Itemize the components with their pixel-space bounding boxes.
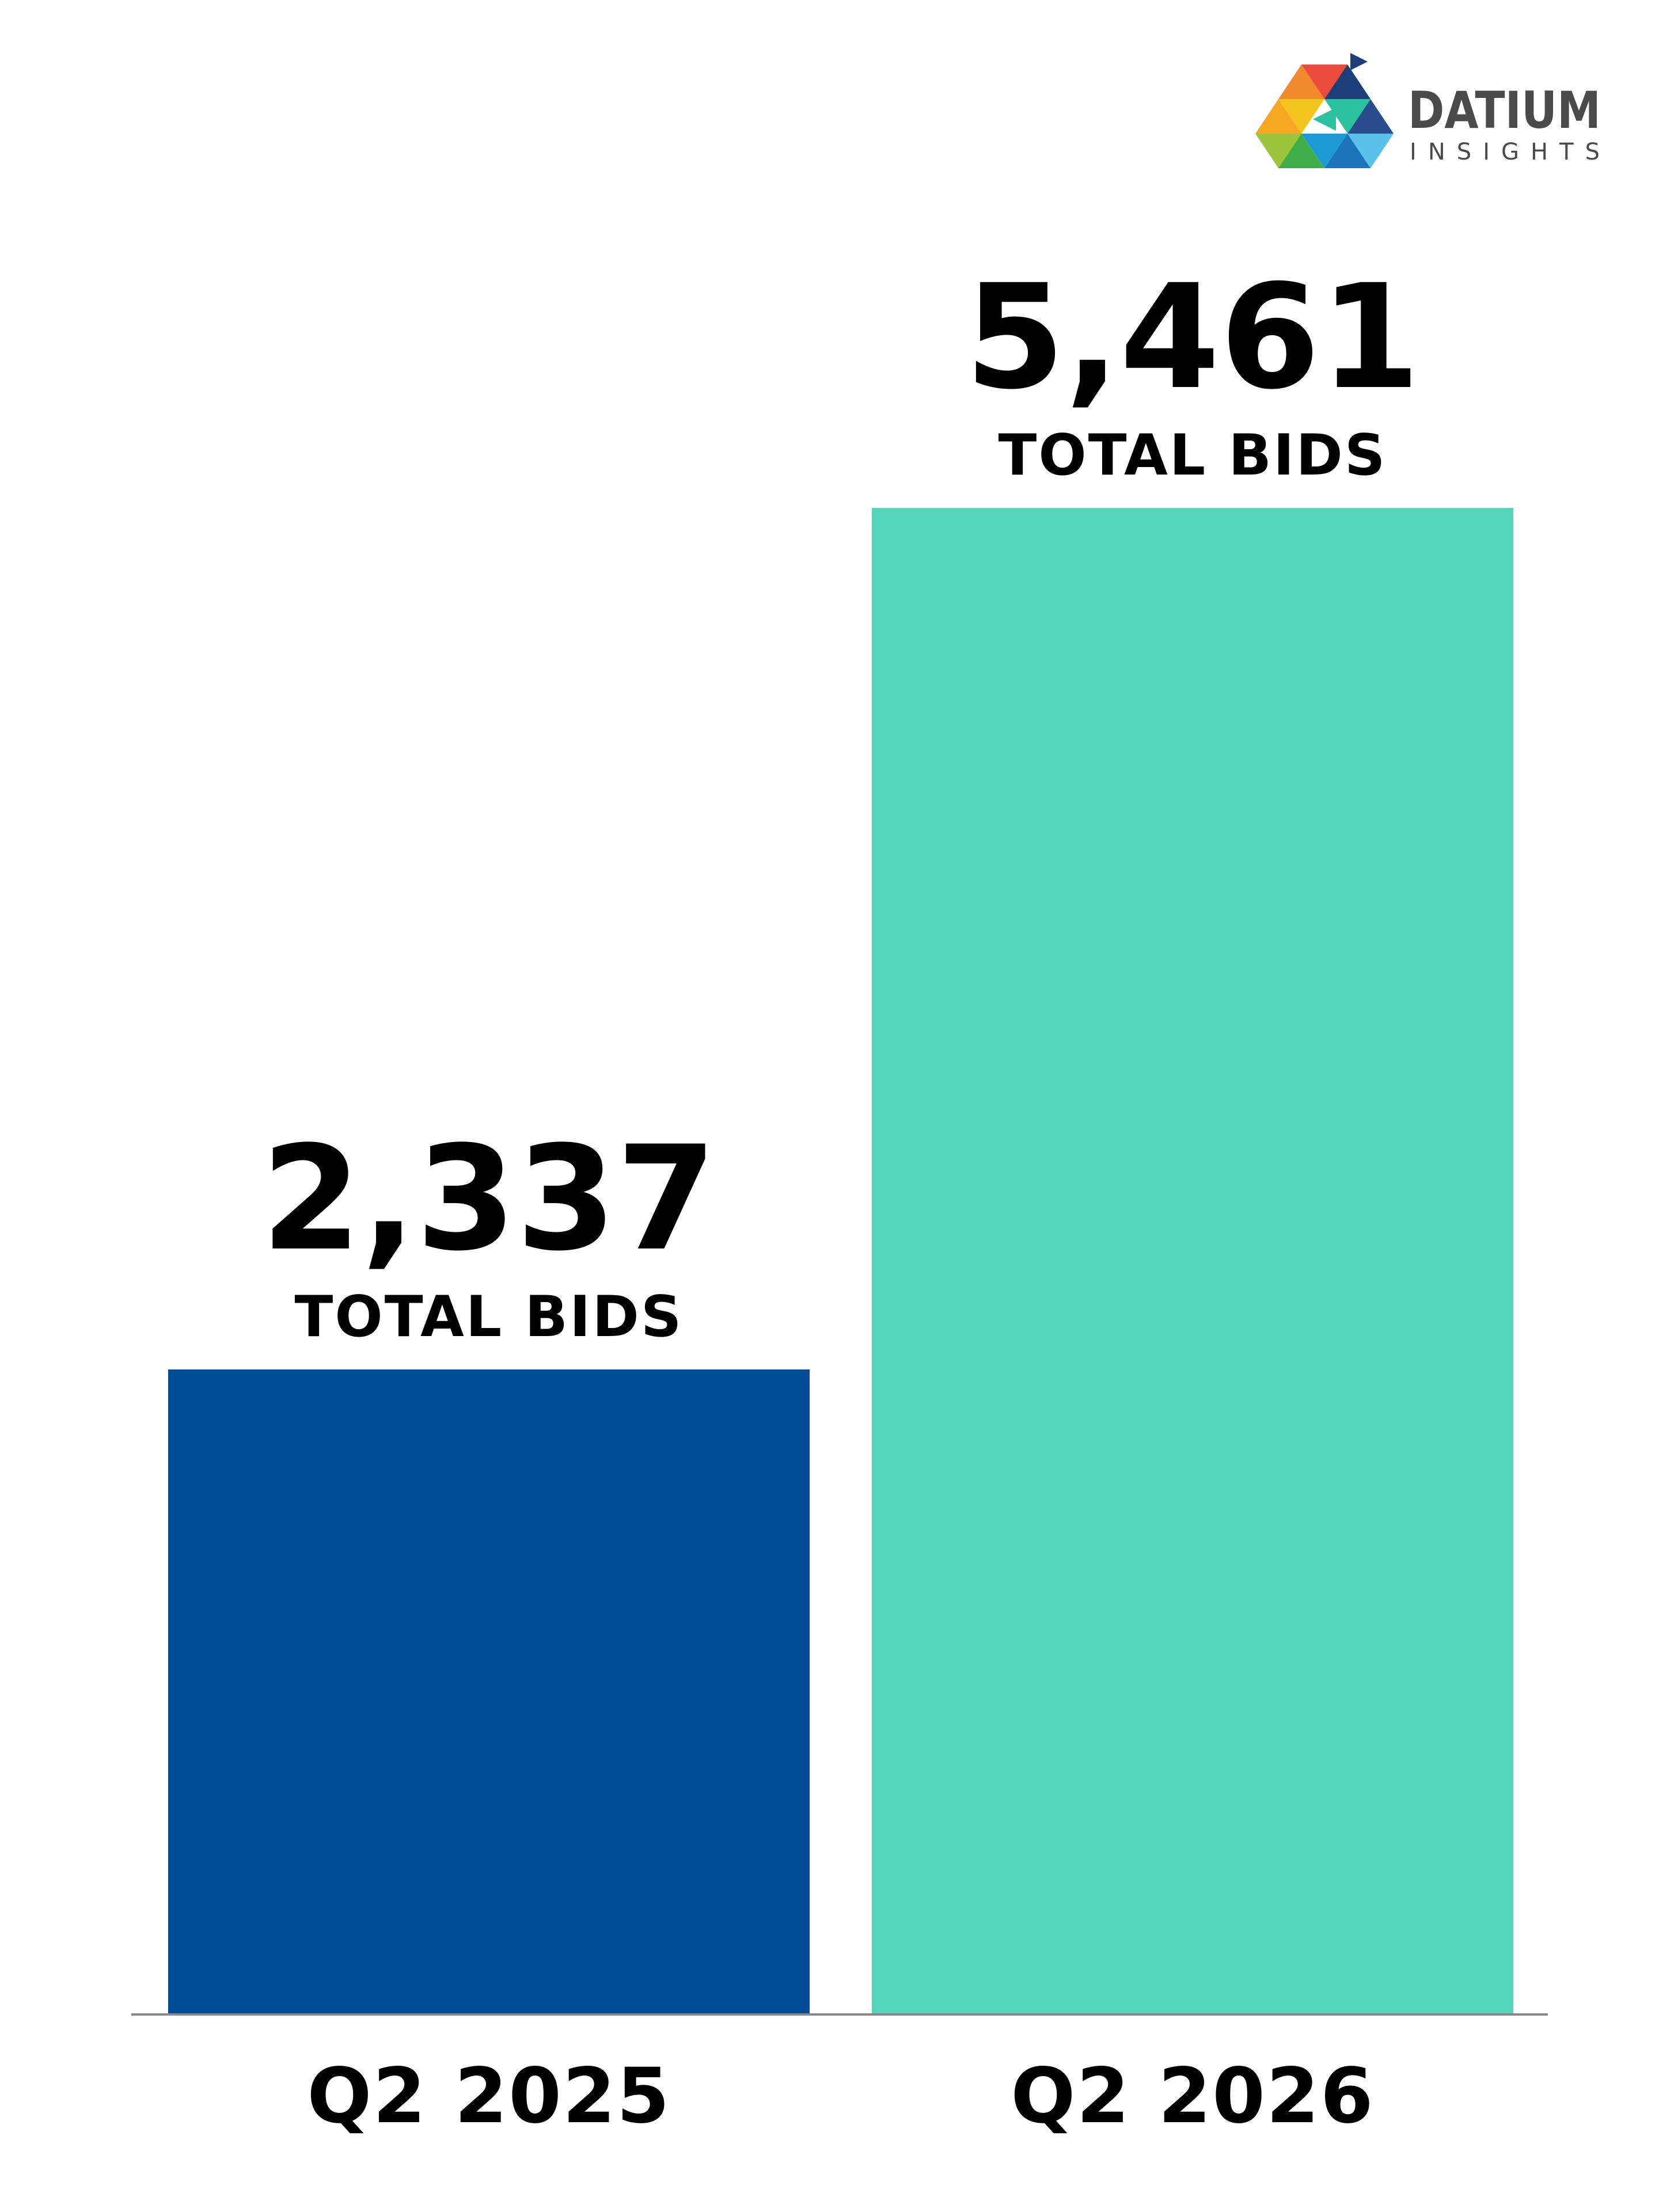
- category-label-2: Q2 2026: [1011, 2052, 1374, 2141]
- category-label-1: Q2 2025: [307, 2052, 670, 2141]
- bar-value-label-1: 2,337: [261, 1115, 717, 1283]
- brand-name: DATIUM: [1408, 81, 1601, 140]
- bar-unit-label-1: TOTAL BIDS: [295, 1284, 684, 1350]
- datium-logo: DATIUM INSIGHTS: [1255, 53, 1601, 168]
- brand-tagline: INSIGHTS: [1410, 139, 1600, 165]
- bars: [168, 508, 1513, 2014]
- bar-value-label-2: 5,461: [965, 253, 1421, 421]
- category-labels: Q2 2025 Q2 2026: [307, 2052, 1374, 2141]
- hexagon-logo-icon: [1255, 53, 1394, 168]
- bar-unit-label-2: TOTAL BIDS: [999, 423, 1387, 488]
- bar-1: [168, 1369, 810, 2014]
- bar-2: [872, 508, 1513, 2014]
